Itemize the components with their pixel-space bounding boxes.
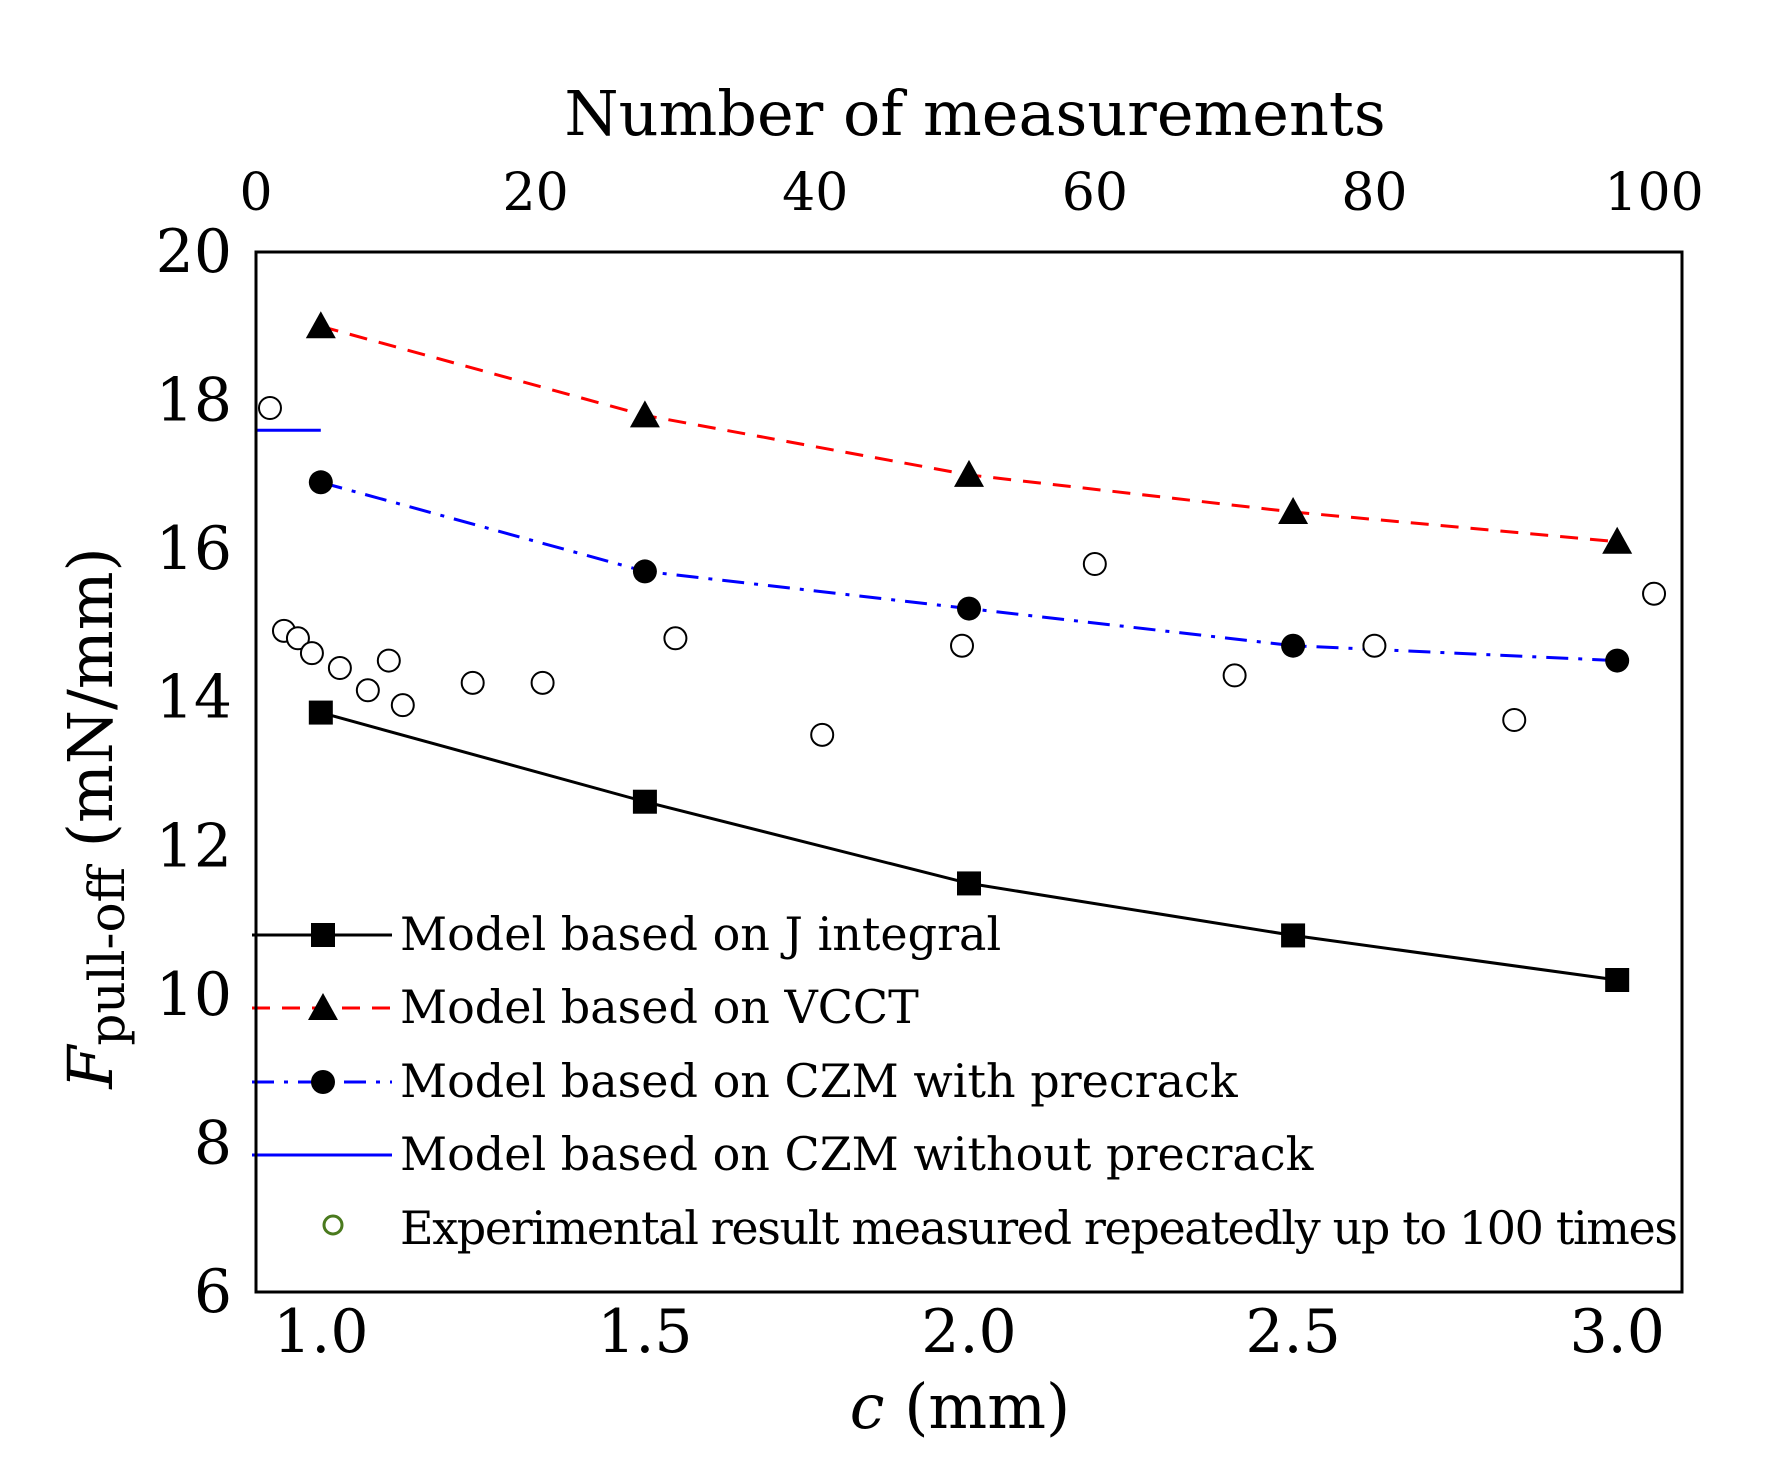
y-tick-label: 10 (156, 960, 232, 1030)
point-experimental (299, 641, 324, 666)
point-czm_pre (957, 596, 981, 621)
x-axis-title-var: c (850, 1370, 885, 1443)
y-tick-label: 6 (194, 1257, 232, 1327)
point-j_integral (632, 789, 657, 814)
x2-tick-label: 0 (239, 163, 272, 223)
plot-frame (254, 250, 1684, 1294)
x-tick-label: 3.0 (1569, 1297, 1664, 1367)
series-markers (257, 311, 1667, 992)
point-czm_pre (632, 559, 657, 584)
x-tick-label: 2.0 (921, 1297, 1016, 1367)
point-j_integral (308, 700, 333, 725)
x-tick-label: 1.5 (597, 1297, 692, 1367)
legend-item-experimental: Experimental result measured repeatedly … (322, 1201, 1678, 1255)
x-axis-title: c (mm) (850, 1370, 1070, 1443)
point-czm_pre (308, 470, 333, 495)
y-tick-label: 12 (156, 811, 232, 881)
legend-swatch-marker-vcct (308, 993, 338, 1020)
legend-item-vcct: Model based on VCCT (252, 980, 919, 1034)
legend-label-czm_nopre: Model based on CZM without precrack (400, 1127, 1315, 1181)
x2-axis-title: Number of measurements (564, 77, 1385, 150)
y-axis-title-var: F (54, 1044, 127, 1090)
x2-tick-label: 40 (782, 163, 848, 223)
point-experimental (1502, 708, 1527, 732)
point-experimental (355, 678, 380, 703)
point-experimental (285, 626, 310, 651)
legend-swatch-marker-j_integral (311, 923, 335, 947)
point-experimental (663, 626, 688, 651)
point-czm_pre (1281, 633, 1306, 658)
y-axis-title: Fpull-off (mN/mm) (54, 547, 136, 1089)
legend-item-czm_pre: Model based on CZM with precrack (252, 1054, 1239, 1108)
point-experimental (257, 396, 282, 420)
point-vcct (629, 400, 660, 428)
point-j_integral (1281, 923, 1306, 948)
point-experimental (530, 670, 555, 695)
legend: Model based on J integral Model based on … (252, 907, 1678, 1255)
y-tick-label: 8 (194, 1108, 232, 1178)
point-experimental (460, 670, 485, 695)
legend-label-experimental: Experimental result measured repeatedly … (400, 1201, 1678, 1255)
point-experimental (950, 633, 975, 658)
x-tick-label: 2.5 (1245, 1297, 1340, 1367)
y-tick-label: 18 (156, 366, 232, 436)
point-vcct (1278, 497, 1309, 524)
y-tick-label: 16 (156, 514, 232, 584)
point-j_integral (957, 871, 981, 896)
y-axis-title-sub: pull-off (78, 863, 136, 1045)
point-experimental (1362, 633, 1387, 658)
point-czm_pre (1605, 648, 1630, 673)
point-experimental (1222, 663, 1247, 688)
legend-label-j_integral: Model based on J integral (400, 907, 1001, 961)
point-experimental (390, 693, 415, 718)
x-tick-labels: 1.0 1.5 2.0 2.5 3.0 (273, 1297, 1665, 1367)
point-vcct (305, 311, 336, 339)
y-tick-labels: 6 8 10 12 14 16 18 20 (156, 217, 232, 1327)
x2-tick-label: 20 (503, 163, 569, 223)
x-axis-title-unit: (mm) (885, 1370, 1071, 1443)
legend-item-czm_nopre: Model based on CZM without precrack (252, 1127, 1315, 1181)
x2-tick-label: 100 (1604, 163, 1703, 223)
legend-label-vcct: Model based on VCCT (400, 980, 919, 1034)
x-tick-label: 1.0 (273, 1297, 368, 1367)
x2-tick-label: 80 (1341, 163, 1407, 223)
point-experimental (327, 656, 352, 680)
legend-swatch-marker-czm_pre (311, 1070, 335, 1094)
point-experimental (810, 722, 835, 747)
y-axis-title-unit: (mN/mm) (54, 547, 127, 867)
legend-item-j_integral: Model based on J integral (252, 907, 1001, 961)
point-vcct (954, 459, 984, 487)
point-experimental (1642, 581, 1667, 606)
y-tick-label: 20 (156, 217, 232, 287)
x2-tick-labels: 0 20 40 60 80 100 (239, 163, 1703, 223)
y-tick-label: 14 (156, 663, 232, 733)
legend-label-czm_pre: Model based on CZM with precrack (400, 1054, 1239, 1108)
point-experimental (376, 648, 401, 673)
point-vcct (1602, 526, 1633, 554)
legend-swatch-marker-experimental (322, 1214, 344, 1236)
point-experimental (1082, 552, 1107, 576)
x2-tick-label: 60 (1062, 163, 1128, 223)
point-j_integral (1605, 968, 1630, 992)
